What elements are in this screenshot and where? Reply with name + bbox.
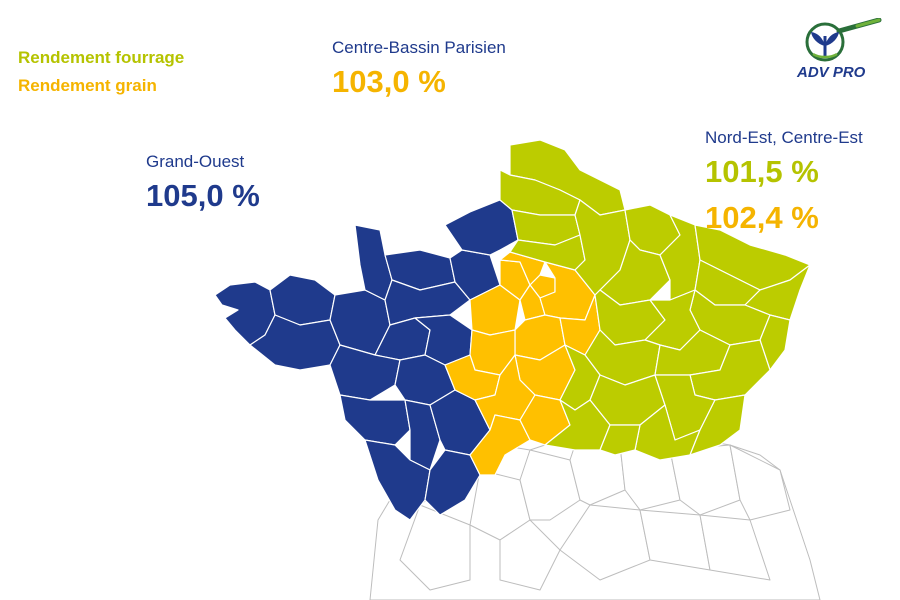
legend-grain: Rendement grain (18, 76, 157, 95)
dept-seine-maritime (444, 199, 519, 256)
south-departments (369, 429, 821, 600)
region-value-nord-est-fourrage: 101,5 % (705, 154, 819, 189)
dept-south-12 (399, 504, 471, 591)
region-value-nord-est-grain: 102,4 % (705, 200, 819, 235)
centre-bassin-region (444, 251, 601, 476)
dept-haute-savoie (689, 394, 746, 456)
dept-charente (424, 449, 481, 516)
dept-manche (354, 224, 393, 301)
logo-text: ADV PRO (797, 64, 866, 81)
adv-pro-logo: ADV PRO (795, 18, 885, 88)
region-value-grand-ouest: 105,0 % (146, 178, 260, 213)
region-name-grand-ouest: Grand-Ouest (146, 152, 245, 171)
region-name-nord-est: Nord-Est, Centre-Est (705, 128, 863, 147)
dept-rhone (599, 424, 641, 456)
dept-south-6 (669, 444, 741, 516)
region-name-centre-bassin: Centre-Bassin Parisien (332, 38, 506, 57)
nord-est-region (499, 139, 811, 461)
region-value-centre-bassin: 103,0 % (332, 64, 446, 99)
dept-vendee (339, 394, 411, 446)
dept-south-11 (699, 514, 771, 581)
dept-south-7 (729, 444, 791, 521)
grand-ouest-region (214, 199, 519, 521)
dept-south-8 (499, 519, 561, 591)
sprout-magnifier-icon (805, 18, 882, 62)
legend-fourrage: Rendement fourrage (18, 48, 185, 67)
dept-haut-rhin (759, 314, 791, 371)
